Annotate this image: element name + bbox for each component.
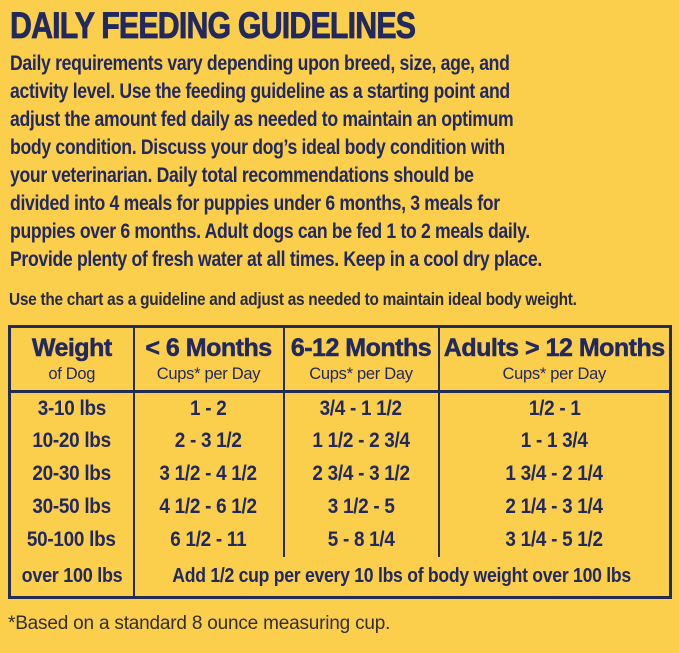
weight-cell: 50-100 lbs — [10, 524, 134, 557]
cell-value: 20-30 lbs — [32, 462, 112, 485]
cell-value: 5 - 8 1/4 — [327, 528, 395, 551]
cell-value: 4 1/2 - 6 1/2 — [159, 495, 258, 518]
page-title: DAILY FEEDING GUIDELINES — [10, 5, 417, 47]
feeding-guidelines-table: Weight of Dog < 6 Months Cups* per Day 6… — [8, 325, 672, 599]
intro-line: your veterinarian. Daily total recommend… — [10, 163, 474, 187]
intro-line: divided into 4 meals for puppies under 6… — [10, 191, 500, 215]
cell-value: 2 - 3 1/2 — [175, 429, 242, 452]
col-header-under-6-months: < 6 Months Cups* per Day — [132, 326, 284, 393]
cell-value: 3 1/4 - 5 1/2 — [505, 528, 604, 551]
adults-cell: 2 1/4 - 3 1/4 — [437, 490, 671, 524]
intro-line: Daily requirements vary depending upon b… — [10, 51, 510, 75]
over-100-instruction-cell: Add 1/2 cup per every 10 lbs of body wei… — [132, 556, 671, 598]
table-row: 50-100 lbs 6 1/2 - 11 5 - 8 1/4 3 1/4 - … — [10, 523, 671, 557]
6-12-months-cell: 2 3/4 - 3 1/2 — [282, 457, 439, 491]
table-row: 3-10 lbs 1 - 2 3/4 - 1 1/2 1/2 - 1 — [10, 391, 671, 425]
cell-value: 2 3/4 - 3 1/2 — [312, 462, 410, 485]
6-12-months-cell: 1 1/2 - 2 3/4 — [282, 424, 439, 458]
col-header-6-12-months: 6-12 Months Cups* per Day — [282, 326, 439, 393]
col-header-title: < 6 Months — [145, 334, 272, 362]
table-header-row: Weight of Dog < 6 Months Cups* per Day 6… — [9, 326, 671, 393]
intro-line: body condition. Discuss your dog’s ideal… — [10, 135, 505, 159]
table-row: 30-50 lbs 4 1/2 - 6 1/2 3 1/2 - 5 2 1/4 … — [10, 490, 671, 524]
weight-cell: 3-10 lbs — [10, 392, 134, 425]
cell-value: Add 1/2 cup per every 10 lbs of body wei… — [172, 564, 632, 587]
6-12-months-cell: 3/4 - 1 1/2 — [282, 391, 439, 425]
table-row-over-100-lbs: over 100 lbs Add 1/2 cup per every 10 lb… — [10, 556, 671, 598]
col-header-subtitle: Cups* per Day — [502, 365, 607, 383]
under-6-months-cell: 1 - 2 — [132, 391, 284, 425]
table-row: 20-30 lbs 3 1/2 - 4 1/2 2 3/4 - 3 1/2 1 … — [10, 457, 671, 491]
6-12-months-cell: 3 1/2 - 5 — [282, 490, 439, 524]
col-header-subtitle: Cups* per Day — [309, 365, 413, 383]
cell-value: 1 3/4 - 2 1/4 — [505, 462, 604, 485]
adults-cell: 1/2 - 1 — [437, 391, 671, 425]
col-header-title: 6-12 Months — [290, 334, 432, 362]
adults-cell: 1 3/4 - 2 1/4 — [437, 457, 671, 491]
cell-value: 2 1/4 - 3 1/4 — [505, 495, 604, 518]
col-header-adults-over-12-months: Adults > 12 Months Cups* per Day — [437, 326, 671, 393]
under-6-months-cell: 4 1/2 - 6 1/2 — [132, 490, 284, 524]
intro-paragraph: Daily requirements vary depending upon b… — [10, 49, 542, 273]
intro-line: puppies over 6 months. Adult dogs can be… — [10, 219, 530, 243]
adults-cell: 1 - 1 3/4 — [437, 424, 671, 458]
cell-value: 3 1/2 - 5 — [327, 495, 395, 518]
cell-value: 1 1/2 - 2 3/4 — [312, 429, 410, 452]
intro-line: adjust the amount fed daily as needed to… — [10, 107, 514, 131]
under-6-months-cell: 6 1/2 - 11 — [132, 523, 284, 557]
table-row: 10-20 lbs 2 - 3 1/2 1 1/2 - 2 3/4 1 - 1 … — [10, 424, 671, 458]
intro-line: activity level. Use the feeding guidelin… — [10, 79, 510, 103]
cell-value: 1 - 1 3/4 — [520, 429, 588, 452]
col-header-title: Adults > 12 Months — [443, 334, 666, 362]
cell-value: 50-100 lbs — [27, 528, 117, 551]
weight-cell: 10-20 lbs — [10, 425, 134, 458]
cell-value: 3-10 lbs — [37, 396, 107, 420]
6-12-months-cell: 5 - 8 1/4 — [282, 523, 439, 557]
cell-value: 3 1/2 - 4 1/2 — [159, 462, 258, 485]
measuring-cup-footnote: *Based on a standard 8 ounce measuring c… — [8, 613, 391, 634]
chart-usage-note: Use the chart as a guideline and adjust … — [9, 289, 577, 309]
col-header-title: Weight — [31, 334, 113, 362]
under-6-months-cell: 3 1/2 - 4 1/2 — [132, 457, 284, 491]
col-header-subtitle: of Dog — [48, 365, 96, 383]
col-header-weight: Weight of Dog — [9, 326, 134, 393]
cell-value: 30-50 lbs — [32, 495, 112, 518]
weight-cell: over 100 lbs — [10, 557, 134, 598]
weight-cell: 20-30 lbs — [10, 458, 134, 491]
cell-value: 6 1/2 - 11 — [170, 528, 247, 551]
adults-cell: 3 1/4 - 5 1/2 — [437, 523, 671, 557]
cell-value: 1 - 2 — [190, 396, 227, 420]
col-header-subtitle: Cups* per Day — [156, 365, 261, 383]
cell-value: 10-20 lbs — [32, 429, 112, 452]
under-6-months-cell: 2 - 3 1/2 — [132, 424, 284, 458]
cell-value: over 100 lbs — [21, 564, 123, 587]
cell-value: 1/2 - 1 — [528, 396, 581, 420]
intro-line: Provide plenty of fresh water at all tim… — [10, 247, 542, 271]
weight-cell: 30-50 lbs — [10, 491, 134, 524]
cell-value: 3/4 - 1 1/2 — [319, 396, 403, 420]
